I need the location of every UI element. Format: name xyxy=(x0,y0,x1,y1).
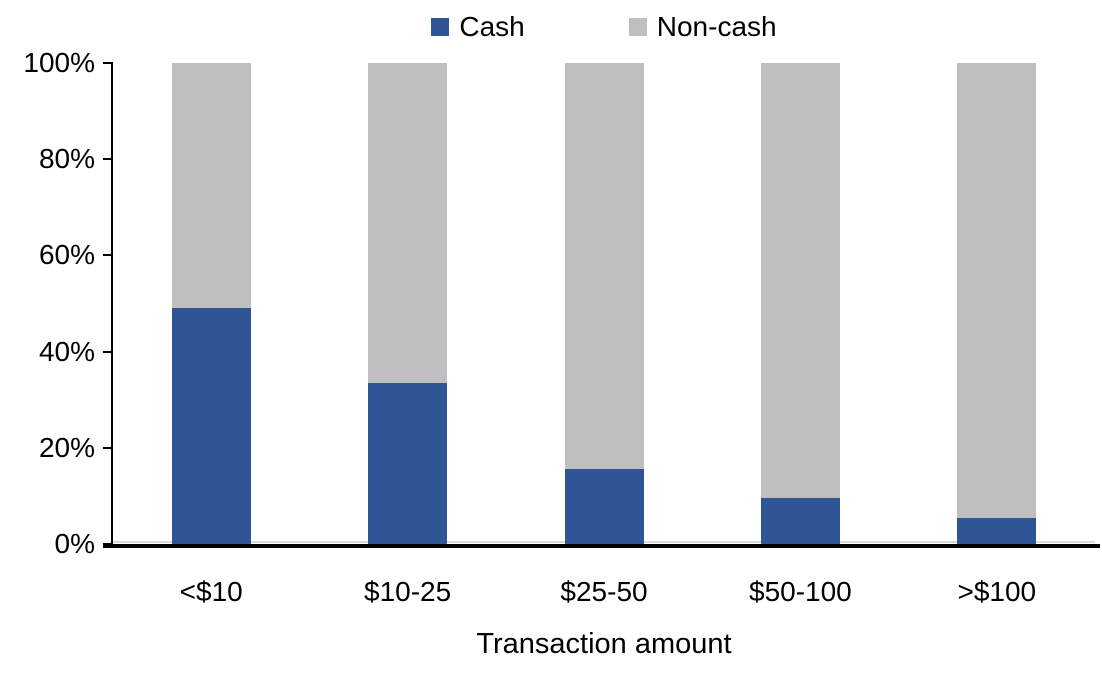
x-tick-label: >$100 xyxy=(957,576,1037,607)
legend-swatch-non-cash xyxy=(628,18,647,36)
x-tick-label: $10-25 xyxy=(364,576,452,607)
x-axis-title: Transaction amount xyxy=(476,628,732,660)
x-tick-label: $50-100 xyxy=(749,576,852,607)
y-tick-label: 20% xyxy=(38,431,95,463)
bar-segment-cash xyxy=(171,308,251,544)
chart-legend: Cash Non-cash xyxy=(113,13,1095,41)
y-tick-label: 40% xyxy=(38,335,95,367)
legend-item-non-cash: Non-cash xyxy=(628,11,777,42)
bar-segment-non-cash xyxy=(368,63,448,383)
bar-segment-non-cash xyxy=(171,63,251,309)
bar-segment-non-cash xyxy=(957,63,1037,518)
y-tick xyxy=(103,62,113,64)
y-axis-line xyxy=(111,63,113,544)
y-tick xyxy=(103,446,113,449)
bar-segment-cash xyxy=(564,469,644,544)
y-tick-label: 0% xyxy=(54,528,95,559)
bar-segment-cash xyxy=(957,517,1037,544)
y-tick-label: 100% xyxy=(23,47,95,78)
y-tick xyxy=(103,254,113,257)
y-tick xyxy=(103,350,113,353)
x-tick-label: $25-50 xyxy=(560,576,648,607)
bar-segment-non-cash xyxy=(564,63,644,470)
legend-swatch-cash xyxy=(431,18,450,36)
bar-segment-cash xyxy=(760,498,840,544)
y-tick-label: 80% xyxy=(38,143,95,175)
bar-segment-non-cash xyxy=(760,63,840,499)
x-axis-line xyxy=(103,544,1100,548)
bar-segment-cash xyxy=(368,382,448,544)
legend-label: Cash xyxy=(459,11,525,42)
legend-label: Non-cash xyxy=(656,11,777,42)
legend-item-cash: Cash xyxy=(431,11,525,42)
x-tick-label: <$10 xyxy=(179,576,243,607)
y-tick xyxy=(103,158,113,161)
y-tick-label: 60% xyxy=(38,239,95,271)
